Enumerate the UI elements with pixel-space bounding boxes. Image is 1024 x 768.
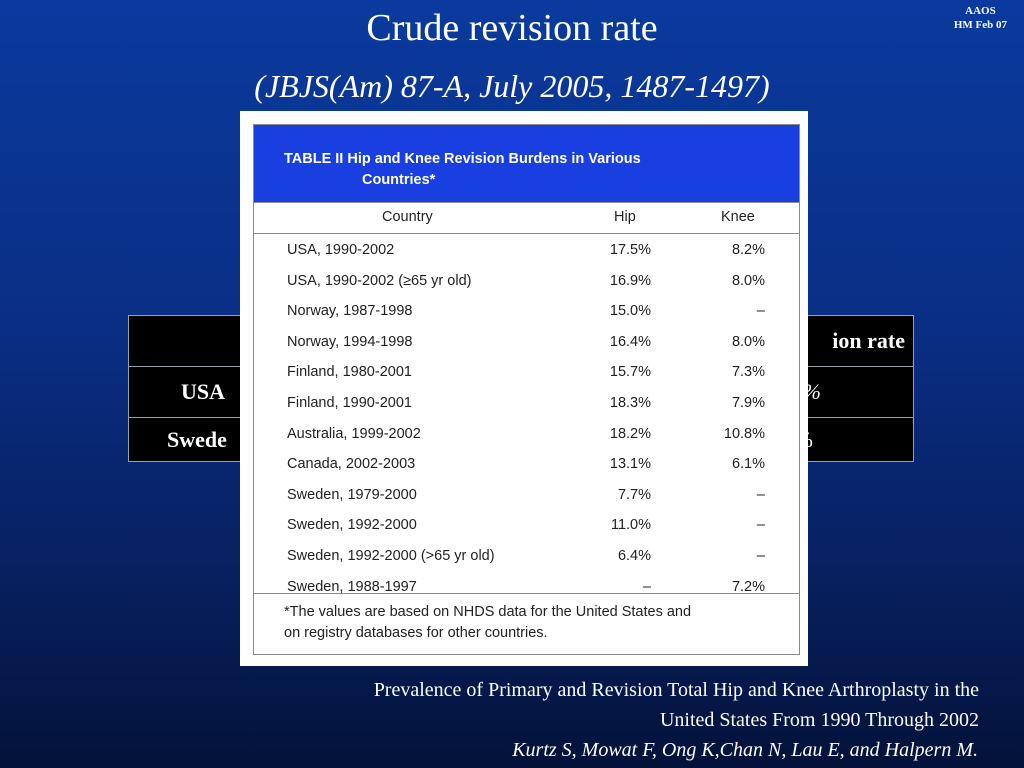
hip-cell: 6.4% — [617, 547, 651, 564]
slide-subtitle: (JBJS(Am) 87-A, July 2005, 1487-1497) — [254, 68, 770, 104]
knee-cell: 7.3% — [731, 364, 765, 381]
hip-cell: 16.9% — [609, 272, 651, 289]
corner-line-1: AAOS — [965, 5, 996, 17]
knee-cell: 10.8% — [723, 425, 765, 442]
background-cell-text: USA — [181, 379, 226, 404]
source-caption: Prevalence of Primary and Revision Total… — [374, 675, 979, 735]
table-row: Australia, 1999-2002 18.2% 10.8% — [254, 418, 799, 449]
country-cell: USA, 1990-2002 (≥65 yr old) — [287, 272, 472, 289]
caption-line-2: United States From 1990 Through 2002 — [659, 709, 979, 731]
knee-cell: – — [756, 547, 765, 564]
hip-cell: 7.7% — [617, 486, 651, 503]
background-header-text: ion rate — [832, 328, 905, 353]
table-row: Norway, 1994-1998 16.4% 8.0% — [254, 326, 799, 357]
hip-cell: 18.3% — [609, 394, 651, 411]
knee-cell: 8.2% — [731, 242, 765, 258]
country-cell: Norway, 1987-1998 — [287, 303, 413, 320]
footnote-line-1: *The values are based on NHDS data for t… — [284, 604, 692, 620]
knee-cell: 6.1% — [731, 456, 765, 473]
country-cell: Sweden, 1992-2000 (>65 yr old) — [287, 547, 495, 564]
knee-cell: – — [756, 486, 765, 503]
table-row: USA, 1990-2002 17.5% 8.2% — [254, 234, 799, 265]
table-row: Norway, 1987-1998 15.0% – — [254, 295, 799, 326]
hip-cell: 15.0% — [609, 303, 651, 320]
country-cell: USA, 1990-2002 — [287, 242, 395, 258]
country-cell: Finland, 1980-2001 — [287, 364, 412, 381]
table-row: USA, 1990-2002 (≥65 yr old) 16.9% 8.0% — [254, 265, 799, 296]
knee-cell: 7.9% — [731, 394, 765, 411]
country-cell: Sweden, 1988-1997 — [287, 578, 417, 595]
knee-cell: 8.0% — [731, 333, 765, 350]
hip-cell: 13.1% — [609, 456, 651, 473]
corner-label: AAOS HM Feb 07 — [954, 4, 1007, 33]
table-row: Canada, 2002-2003 13.1% 6.1% — [254, 448, 799, 479]
knee-cell: – — [756, 303, 765, 320]
table-footnote: *The values are based on NHDS data for t… — [254, 593, 799, 644]
caption-line-1: Prevalence of Primary and Revision Total… — [373, 679, 979, 701]
table-body: USA, 1990-2002 17.5% 8.2% USA, 1990-2002 (≥… — [254, 234, 799, 601]
country-cell: Australia, 1999-2002 — [287, 425, 421, 442]
knee-cell: 7.2% — [731, 578, 765, 595]
knee-cell: 8.0% — [731, 272, 765, 289]
hip-cell: 17.5% — [609, 242, 651, 258]
table-row: Finland, 1990-2001 18.3% 7.9% — [254, 387, 799, 418]
column-header-knee: Knee — [721, 209, 755, 225]
column-header-hip: Hip — [614, 209, 636, 225]
table-column-header: Country Hip Knee — [254, 202, 799, 234]
table-title-line-2: Countries* — [362, 172, 436, 188]
country-cell: Sweden, 1992-2000 — [287, 517, 417, 534]
hip-cell: 11.0% — [610, 517, 651, 534]
table-row: Finland, 1980-2001 15.7% 7.3% — [254, 356, 799, 387]
corner-line-2: HM Feb 07 — [953, 19, 1007, 32]
table-title-bar: TABLE II Hip and Knee Revision Burdens i… — [254, 125, 799, 202]
table-row: Sweden, 1988-1997 – 7.2% — [254, 571, 799, 602]
table-title-line-1: TABLE II Hip and Knee Revision Burdens i… — [284, 151, 641, 167]
slide-title: Crude revision rate — [366, 7, 658, 49]
table-row: Sweden, 1992-2000 11.0% – — [254, 509, 799, 540]
table-row: Sweden, 1979-2000 7.7% – — [254, 479, 799, 510]
hip-cell: 15.7% — [609, 364, 651, 381]
table-row: Sweden, 1992-2000 (>65 yr old) 6.4% – — [254, 540, 799, 571]
hip-cell: 18.2% — [609, 425, 651, 442]
country-cell: Sweden, 1979-2000 — [287, 486, 417, 503]
knee-cell: – — [756, 517, 765, 534]
column-header-country: Country — [382, 209, 433, 225]
table-image: TABLE II Hip and Knee Revision Burdens i… — [240, 111, 808, 666]
country-cell: Finland, 1990-2001 — [287, 394, 412, 411]
hip-cell: 16.4% — [609, 333, 651, 350]
authors-line: Kurtz S, Mowat F, Ong K,Chan N, Lau E, a… — [512, 739, 978, 761]
country-cell: Norway, 1994-1998 — [287, 333, 413, 350]
hip-cell: – — [642, 578, 651, 595]
background-cell-text: Swede — [167, 426, 227, 452]
footnote-line-2: on registry databases for other countrie… — [284, 625, 548, 642]
revision-table: TABLE II Hip and Knee Revision Burdens i… — [253, 124, 800, 655]
country-cell: Canada, 2002-2003 — [287, 456, 416, 473]
